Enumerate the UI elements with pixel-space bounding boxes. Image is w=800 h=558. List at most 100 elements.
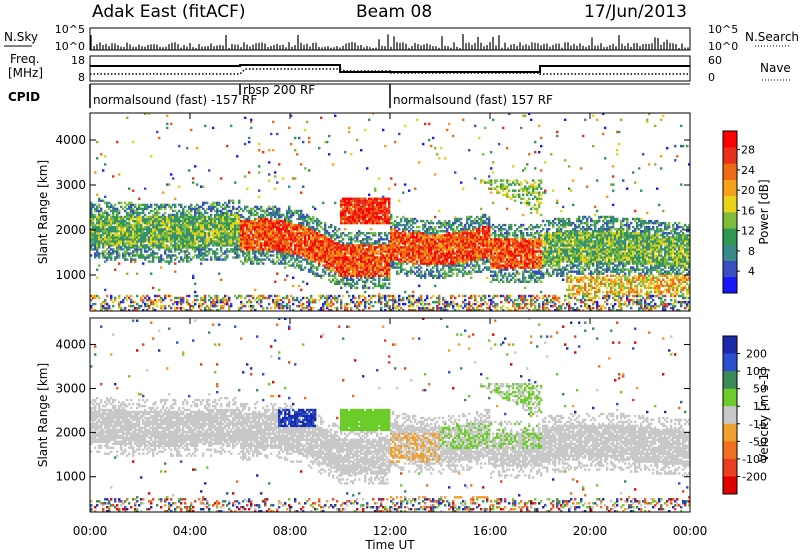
power-cell [306,283,308,285]
cpid-segment-1: normalsound (fast) -157 RF [93,93,257,107]
power-cell [334,202,336,204]
power-cell [194,283,196,285]
power-cell [206,212,208,214]
power-cell [360,149,362,151]
power-cell [328,232,330,234]
power-cell [304,167,306,169]
power-cell [192,177,194,179]
power-cell [356,139,358,141]
power-cell [122,299,124,301]
power-cell [196,299,198,301]
power-cell [230,125,232,127]
power-cell [92,220,94,222]
power-cell [258,196,260,198]
power-cell [394,297,396,299]
power-cell [210,210,212,212]
power-cell [264,258,266,260]
power-cell [244,117,246,119]
freq-tick-top: 18 [71,54,85,67]
power-cell [96,194,98,196]
power-cell [170,299,172,301]
power-cell [242,210,244,212]
power-cell [210,256,212,258]
power-cell [190,258,192,260]
power-cell [292,297,294,299]
power-cell [174,262,176,264]
power-cell [388,269,390,271]
power-cell [146,250,148,252]
power-cell [206,202,208,204]
power-cell [190,210,192,212]
power-cell [226,248,228,250]
power-cell [314,299,316,301]
power-cell [278,163,280,165]
power-cell [150,155,152,157]
power-cell [216,252,218,254]
power-cell [238,202,240,204]
power-cell [388,188,390,190]
power-cell [164,212,166,214]
power-cell [196,147,198,149]
power-cell [328,153,330,155]
power-cell [274,188,276,190]
power-cell [274,175,276,177]
power-cell [322,202,324,204]
power-cell [388,287,390,289]
power-cell [190,129,192,131]
power-cell [160,254,162,256]
power-cell [318,230,320,232]
power-cell [96,141,98,143]
power-cell [404,291,406,293]
power-cell [420,271,422,273]
power-cell [350,307,352,309]
power-cell [96,277,98,279]
power-cell [118,173,120,175]
power-cell [332,303,334,305]
power-cell [370,228,372,230]
power-cell [262,307,264,309]
power-cell [174,271,176,273]
power-cell [340,234,342,236]
power-cell [216,248,218,250]
power-cell [170,307,172,309]
power-cell [308,169,310,171]
power-cell [118,262,120,264]
power-cell [326,299,328,301]
power-cell [426,295,428,297]
power-cell [374,275,376,277]
power-cell [130,295,132,297]
power-cell [268,149,270,151]
power-cell [294,149,296,151]
nave-label: Nave [760,61,791,75]
power-cell [354,297,356,299]
power-cell [228,206,230,208]
power-cell [104,299,106,301]
power-cell [424,123,426,125]
power-cell [112,248,114,250]
power-cell [302,281,304,283]
power-cell [144,258,146,260]
power-cell [398,133,400,135]
power-cell [200,262,202,264]
power-cell [278,210,280,212]
power-cell [104,155,106,157]
power-cell [162,192,164,194]
power-cell [322,275,324,277]
power-cell [406,275,408,277]
power-cell [148,297,150,299]
power-cell [372,305,374,307]
power-cell [166,123,168,125]
nave-tick-top: 60 [708,54,722,67]
power-cell [314,208,316,210]
power-cell [268,161,270,163]
power-cell [244,175,246,177]
power-cell [228,297,230,299]
power-cell [158,212,160,214]
power-cell [330,224,332,226]
power-cell [106,295,108,297]
power-cell [124,307,126,309]
power-cell [378,293,380,295]
power-cell [374,232,376,234]
power-cell [240,208,242,210]
power-cell [276,133,278,135]
